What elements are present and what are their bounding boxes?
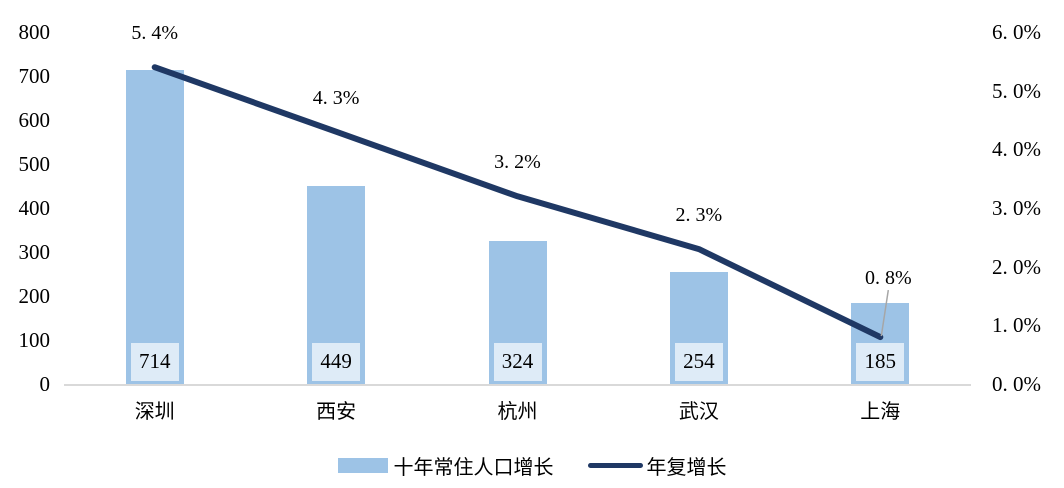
bar: 449 [307, 186, 366, 384]
legend-line-swatch [587, 462, 643, 468]
bar: 324 [488, 241, 547, 384]
bar-value-label: 185 [856, 342, 905, 381]
bar-value-label: 449 [312, 342, 361, 381]
legend-label: 年复增长 [646, 456, 727, 479]
y-axis-left-tick: 0 [39, 372, 51, 396]
legend-bar-swatch [337, 457, 388, 473]
y-axis-left-tick: 600 [18, 108, 51, 132]
category-label: 深圳 [134, 401, 175, 423]
bar-value-label: 254 [674, 342, 723, 381]
y-axis-left-tick: 700 [18, 64, 51, 88]
y-axis-right-tick: 3. 0% [992, 196, 1041, 220]
line-point-label: 2. 3% [675, 204, 723, 227]
x-axis-line [64, 384, 971, 386]
legend-label: 十年常住人口增长 [393, 456, 554, 479]
y-axis-right-tick: 2. 0% [992, 254, 1041, 279]
legend: 十年常住人口增长 年复增长 [0, 451, 1064, 480]
line-point-label: 3. 2% [494, 151, 541, 174]
category-label: 西安 [316, 401, 357, 423]
y-axis-left-tick: 800 [18, 20, 51, 44]
y-axis-left-tick: 100 [18, 328, 51, 352]
y-axis-left-tick: 500 [18, 152, 51, 176]
bar-value-label: 324 [493, 342, 542, 381]
line-point-label: 5. 4% [131, 22, 179, 45]
y-axis-right-tick: 0. 0% [992, 372, 1041, 396]
y-axis-left-tick: 200 [18, 284, 51, 308]
y-axis-left-tick: 300 [18, 240, 51, 264]
y-axis-right-tick: 5. 0% [992, 78, 1041, 103]
legend-item: 十年常住人口增长 [337, 451, 554, 480]
line-point-label: 4. 3% [312, 86, 360, 109]
category-label: 上海 [860, 401, 901, 423]
bar-value-label: 714 [130, 342, 179, 381]
bar: 254 [669, 272, 728, 384]
legend-item: 年复增长 [587, 451, 727, 480]
y-axis-right-tick: 6. 0% [992, 20, 1041, 44]
bar: 714 [125, 69, 184, 384]
category-label: 杭州 [497, 401, 538, 423]
y-axis-right-tick: 4. 0% [992, 137, 1041, 162]
y-axis-right-tick: 1. 0% [992, 313, 1041, 338]
bar: 185 [851, 302, 910, 384]
y-axis-left-tick: 400 [18, 196, 51, 220]
category-label: 武汉 [678, 401, 719, 423]
line-point-label: 0. 8% [864, 267, 912, 290]
